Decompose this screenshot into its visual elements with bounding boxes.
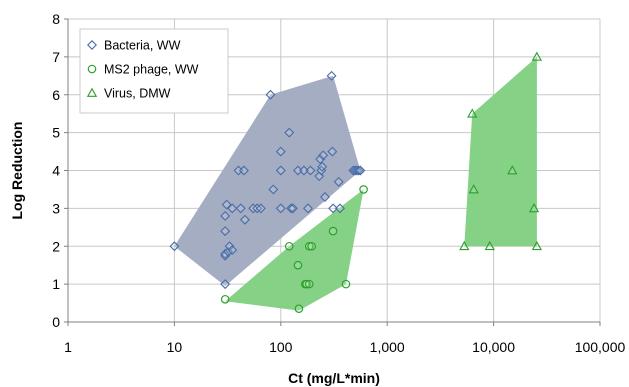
x-tick-label: 10: [167, 339, 183, 355]
y-tick-label: 2: [52, 238, 60, 254]
point-diamond: [275, 165, 286, 176]
point-diamond: [319, 192, 330, 202]
legend-label: MS2 phage, WW: [104, 63, 199, 77]
point-diamond: [317, 161, 328, 172]
y-axis-title: Log Reduction: [9, 122, 25, 220]
point-circle: [359, 185, 368, 194]
x-tick-label: 100: [269, 339, 293, 355]
point-diamond: [302, 203, 313, 214]
point-diamond: [224, 241, 235, 252]
point-triangle: [467, 108, 478, 118]
point-triangle: [531, 51, 542, 61]
point-diamond: [265, 89, 276, 100]
legend-box: [79, 28, 229, 114]
point-diamond: [275, 146, 286, 157]
hull-diamond: [174, 75, 361, 286]
legend-marker-circle: [87, 64, 97, 74]
x-tick-label: 1,000: [370, 339, 405, 355]
point-diamond: [286, 203, 297, 214]
point-triangle: [528, 203, 540, 213]
hull-regions: [174, 56, 537, 311]
legend: Bacteria, WW MS2 phage, WW Virus, DMW: [79, 28, 229, 114]
y-tick-label: 0: [52, 314, 60, 330]
y-tick-label: 3: [52, 200, 60, 216]
point-diamond: [220, 250, 231, 261]
y-tick-label: 1: [52, 276, 60, 292]
point-circle: [302, 279, 311, 289]
point-diamond: [220, 226, 231, 237]
y-tick-label: 7: [52, 49, 60, 65]
point-diamond: [227, 203, 238, 214]
x-axis-title: Ct (mg/L*min): [288, 370, 380, 386]
point-diamond: [235, 203, 246, 214]
y-tick-label: 6: [52, 87, 60, 103]
point-diamond: [355, 165, 366, 176]
legend-label: Virus, DMW: [104, 87, 171, 101]
point-diamond: [327, 146, 338, 157]
y-tick-label: 5: [52, 125, 60, 141]
point-diamond: [220, 210, 231, 221]
legend-marker-diamond: [87, 40, 97, 50]
point-circle: [220, 294, 230, 304]
point-circle: [284, 241, 294, 251]
point-diamond: [305, 165, 316, 176]
point-diamond: [315, 154, 326, 165]
y-tick-label: 8: [52, 11, 60, 27]
point-diamond: [335, 203, 345, 214]
point-diamond: [268, 184, 279, 195]
point-diamond: [318, 150, 329, 161]
x-tick-label: 1: [64, 339, 72, 355]
point-diamond: [238, 165, 249, 176]
point-diamond: [328, 203, 339, 214]
y-tick-label: 4: [52, 163, 60, 179]
legend-label: Bacteria, WW: [104, 39, 181, 53]
point-diamond: [287, 203, 298, 214]
point-circle: [293, 260, 303, 270]
point-circle: [328, 226, 338, 236]
point-triangle: [459, 240, 470, 251]
point-diamond: [284, 127, 295, 138]
point-diamond: [353, 165, 364, 176]
point-diamond: [255, 203, 266, 214]
data-markers: [169, 51, 542, 314]
point-circle: [304, 241, 314, 251]
hull-triangle: [464, 56, 537, 247]
point-triangle: [507, 165, 518, 175]
point-diamond: [169, 241, 180, 252]
hull-circle: [225, 189, 364, 311]
legend-marker-triangle: [86, 87, 98, 97]
point-circle: [307, 241, 316, 251]
point-diamond: [220, 279, 231, 290]
point-triangle: [468, 184, 479, 194]
point-diamond: [275, 203, 286, 214]
point-circle: [341, 279, 351, 289]
point-circle: [294, 304, 304, 314]
point-diamond: [227, 245, 238, 256]
point-diamond: [239, 214, 250, 225]
point-diamond: [221, 199, 232, 210]
point-diamond: [326, 70, 337, 81]
x-tick-label: 100,000: [575, 339, 626, 355]
point-diamond: [298, 165, 309, 176]
point-circle: [304, 279, 314, 289]
x-tick-label: 10,000: [472, 339, 515, 355]
point-triangle: [531, 240, 542, 251]
point-diamond: [333, 176, 344, 187]
point-triangle: [484, 240, 495, 251]
axes: [64, 18, 601, 326]
